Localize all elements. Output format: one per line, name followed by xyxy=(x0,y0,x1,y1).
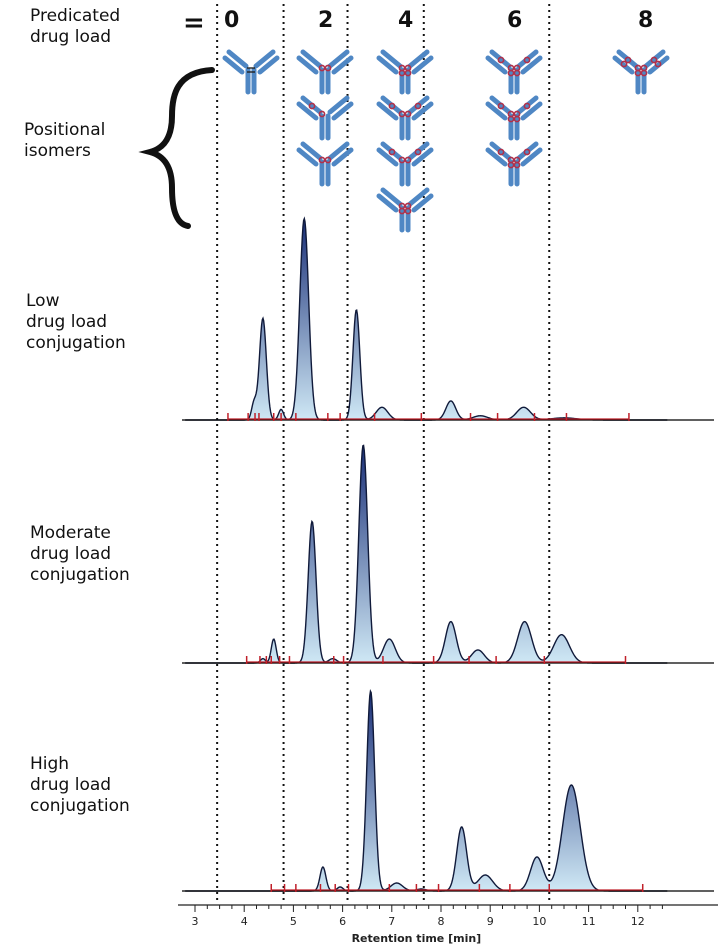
panel-label-low: Low drug load conjugation xyxy=(26,291,126,353)
peak-area-fill xyxy=(185,445,668,663)
chromatogram-panel-0 xyxy=(182,216,714,421)
antibody-icon xyxy=(296,49,354,95)
panel-label-moderate: Moderate drug load conjugation xyxy=(30,523,130,585)
x-axis-title: Retention time [min] xyxy=(352,932,482,945)
equals-sign: = xyxy=(183,8,205,38)
panel-label-high: High drug load conjugation xyxy=(30,754,130,816)
antibody-icon xyxy=(376,95,434,141)
x-tick-label-8: 8 xyxy=(438,915,445,928)
drug-load-label-4: 4 xyxy=(398,8,414,33)
antibody-icon xyxy=(485,95,543,141)
antibody-icon xyxy=(612,49,670,95)
positional-isomers-label: Positional isomers xyxy=(24,120,106,161)
drug-load-label-0: 0 xyxy=(224,8,240,33)
x-tick-label-6: 6 xyxy=(339,915,346,928)
trace-line xyxy=(185,689,668,892)
predicated-drug-load-label: Predicated drug load xyxy=(30,6,121,47)
antibody-icon xyxy=(376,49,434,95)
x-tick-label-7: 7 xyxy=(388,915,395,928)
x-tick-label-5: 5 xyxy=(290,915,297,928)
peak-area-fill xyxy=(185,218,668,420)
x-tick-label-3: 3 xyxy=(192,915,199,928)
x-tick-label-11: 11 xyxy=(582,915,596,928)
x-tick-label-10: 10 xyxy=(532,915,546,928)
drug-load-label-8: 8 xyxy=(638,8,654,33)
trace-line xyxy=(185,216,668,421)
x-tick-label-9: 9 xyxy=(487,915,494,928)
antibody-icon xyxy=(296,95,354,141)
antibody-icon xyxy=(376,187,434,233)
chromatogram-panel-1 xyxy=(182,444,714,664)
trace-line xyxy=(185,444,668,664)
antibody-icon xyxy=(296,141,354,187)
antibody-icon xyxy=(485,141,543,187)
x-tick-label-12: 12 xyxy=(631,915,645,928)
antibody-icon xyxy=(376,141,434,187)
curly-brace xyxy=(138,67,215,229)
antibody-icon xyxy=(485,49,543,95)
drug-load-label-6: 6 xyxy=(507,8,523,33)
peak-area-fill xyxy=(185,691,668,891)
drug-load-label-2: 2 xyxy=(318,8,334,33)
x-tick-label-4: 4 xyxy=(241,915,248,928)
chromatogram-panel-2 xyxy=(182,689,714,892)
antibody-icon xyxy=(222,49,280,95)
